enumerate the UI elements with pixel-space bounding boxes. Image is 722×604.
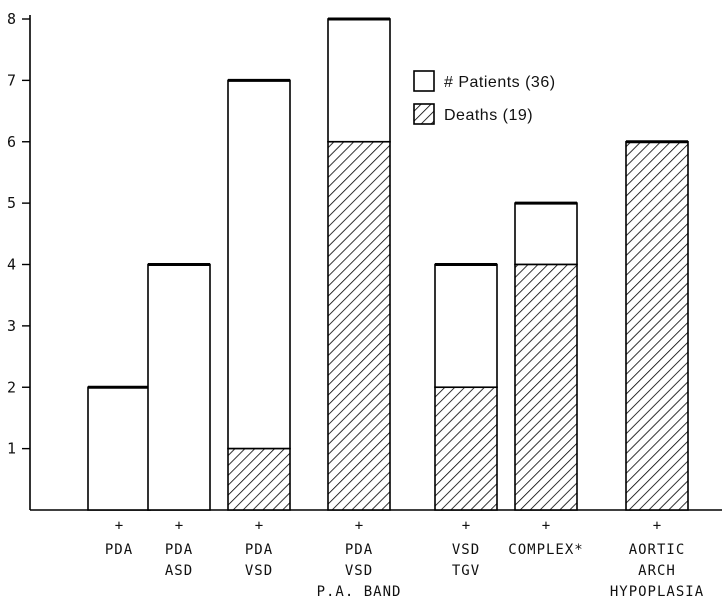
- y-tick-label: 6: [7, 133, 16, 151]
- legend: # Patients (36) Deaths (19): [413, 70, 556, 125]
- x-tick-label: VSD: [452, 542, 480, 558]
- x-tick-label: ASD: [165, 563, 193, 579]
- x-tick-label: PDA: [165, 542, 193, 558]
- x-tick-plus: +: [355, 518, 363, 534]
- y-tick-label: 5: [7, 194, 16, 212]
- bar-patients: [514, 202, 578, 266]
- y-tick-label: 2: [7, 378, 16, 396]
- x-tick-label: ARCH: [638, 563, 676, 579]
- x-tick-plus: +: [255, 518, 263, 534]
- bar-patients: [147, 263, 211, 511]
- x-tick-label: VSD: [345, 563, 373, 579]
- legend-label-patients: # Patients (36): [444, 74, 556, 91]
- y-tick-label: 7: [7, 71, 16, 89]
- y-tick-label: 4: [7, 256, 16, 274]
- x-tick-label: P.A. BAND: [317, 584, 402, 600]
- y-tick-label: 8: [7, 10, 16, 28]
- bar-deaths: [327, 140, 391, 511]
- x-tick-label: PDA: [345, 542, 373, 558]
- y-tick-label: 3: [7, 317, 16, 335]
- y-tick-label: 1: [7, 440, 16, 458]
- bar-deaths: [227, 447, 291, 511]
- legend-label-deaths: Deaths (19): [444, 107, 533, 124]
- bar-deaths: [514, 263, 578, 511]
- x-tick-plus: +: [115, 518, 123, 534]
- x-tick-label: PDA: [245, 542, 273, 558]
- legend-swatch-patients: [413, 70, 435, 92]
- x-tick-plus: +: [175, 518, 183, 534]
- x-tick-plus: +: [542, 518, 550, 534]
- legend-swatch-deaths: [413, 103, 435, 125]
- x-tick-plus: +: [653, 518, 661, 534]
- x-tick-label: HYPOPLASIA: [610, 584, 704, 600]
- bar-patients: [87, 386, 151, 511]
- bar-patients: [434, 263, 498, 389]
- bar-patients: [227, 79, 291, 450]
- x-tick-label: AORTIC: [629, 542, 686, 558]
- bar-deaths: [625, 140, 689, 511]
- x-tick-label: COMPLEX*: [508, 542, 583, 558]
- x-tick-label: VSD: [245, 563, 273, 579]
- bar-deaths: [434, 386, 498, 511]
- bar-patients: [327, 18, 391, 143]
- x-tick-label: PDA: [105, 542, 133, 558]
- x-tick-plus: +: [462, 518, 470, 534]
- x-tick-label: TGV: [452, 563, 480, 579]
- bars: [87, 17, 689, 511]
- x-axis-labels: + PDA + PDA ASD + PDA VSD + PDA VSD P.A. BAND + VSD TG…: [105, 518, 704, 600]
